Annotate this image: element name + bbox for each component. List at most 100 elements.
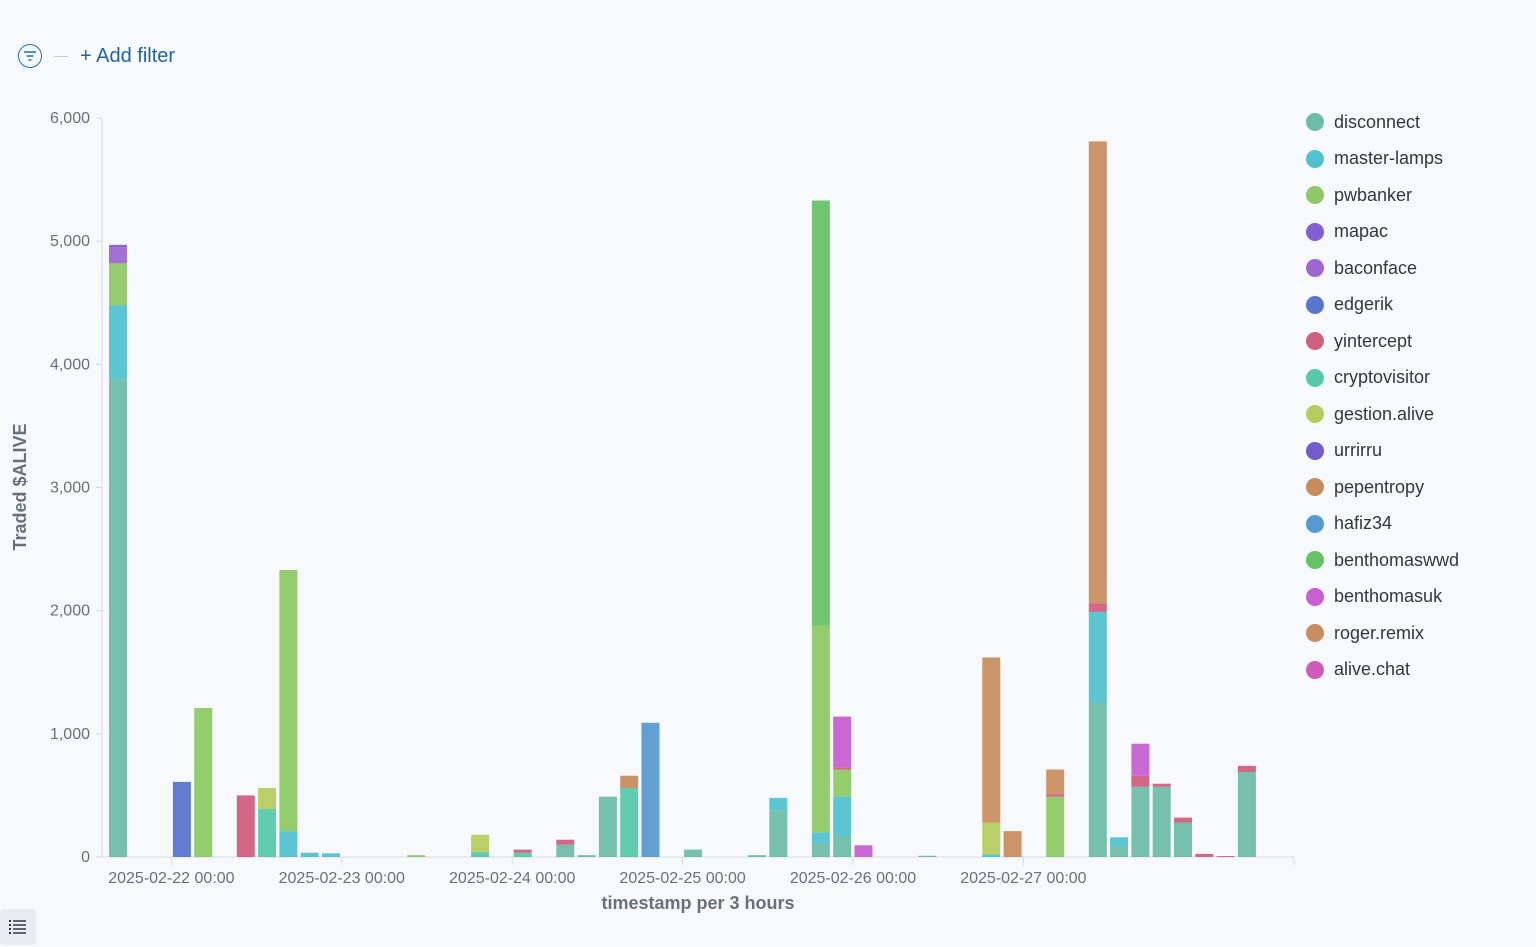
bar-segment-disconnect[interactable] xyxy=(1110,845,1129,857)
bar-segment-disconnect[interactable] xyxy=(769,810,788,857)
bar-segment-mapac[interactable] xyxy=(109,244,127,248)
bar-segment-pwbanker[interactable] xyxy=(279,570,298,832)
legend-swatch xyxy=(1306,405,1324,424)
legend-swatch xyxy=(1306,514,1324,533)
bar-segment-hafiz34[interactable] xyxy=(641,722,660,857)
bar-segment-edgerik[interactable] xyxy=(172,781,191,857)
bar-segment-cryptovisitor[interactable] xyxy=(620,788,639,857)
legend-label: disconnect xyxy=(1334,111,1421,132)
bar-segment-disconnect[interactable] xyxy=(1131,786,1150,857)
bar-segment-yintercept[interactable] xyxy=(1131,775,1150,787)
bar-segment-disconnect[interactable] xyxy=(1088,703,1107,857)
bar-segment-disconnect[interactable] xyxy=(684,849,703,857)
bar-segment-pwbanker[interactable] xyxy=(1046,796,1065,857)
bar-segment-yintercept[interactable] xyxy=(556,839,575,845)
bar-segment-disconnect[interactable] xyxy=(833,836,852,857)
bar-segment-pepentropy[interactable] xyxy=(620,775,639,789)
bar-segment-gestion.alive[interactable] xyxy=(471,834,490,853)
bar-segment-master-lamps[interactable] xyxy=(982,854,1001,857)
legend-label: yintercept xyxy=(1334,330,1413,351)
legend-item-disconnect[interactable]: disconnect xyxy=(1306,104,1459,141)
bar-segment-benthomasuk[interactable] xyxy=(854,845,873,857)
y-tick-label: 5,000 xyxy=(50,233,90,250)
add-filter-button[interactable]: + Add filter xyxy=(80,44,176,67)
legend-item-hafiz34[interactable]: hafiz34 xyxy=(1306,506,1459,543)
legend-item-mapac[interactable]: mapac xyxy=(1306,214,1459,251)
bar-segment-pwbanker[interactable] xyxy=(109,263,127,306)
bar-segment-pwbanker[interactable] xyxy=(833,769,852,797)
bar-segment-master-lamps[interactable] xyxy=(833,796,852,837)
bar-segment-master-lamps[interactable] xyxy=(811,832,830,844)
bar-segment-disconnect[interactable] xyxy=(1237,772,1256,857)
bar-segment-pwbanker[interactable] xyxy=(194,707,213,857)
bar-segment-pwbanker[interactable] xyxy=(811,625,830,833)
bar-segment-benthomasuk[interactable] xyxy=(1131,743,1150,776)
bar-segment-master-lamps[interactable] xyxy=(322,853,340,857)
bar-segment-master-lamps[interactable] xyxy=(300,852,319,857)
legend-item-roger.remix[interactable]: roger.remix xyxy=(1306,615,1459,652)
bar-segment-disconnect[interactable] xyxy=(748,855,766,857)
filter-icon[interactable] xyxy=(18,44,42,68)
legend-item-gestion.alive[interactable]: gestion.alive xyxy=(1306,396,1459,433)
bar-segment-pwbanker[interactable] xyxy=(407,855,426,857)
bar-segment-yintercept[interactable] xyxy=(1237,765,1256,773)
legend-item-pwbanker[interactable]: pwbanker xyxy=(1306,177,1459,214)
filter-separator xyxy=(54,55,68,57)
legend-swatch xyxy=(1306,149,1324,168)
bar-segment-disconnect[interactable] xyxy=(577,855,596,857)
bar-segment-benthomasuk[interactable] xyxy=(833,716,852,768)
bar-segment-disconnect[interactable] xyxy=(811,843,830,857)
legend-item-yintercept[interactable]: yintercept xyxy=(1306,323,1459,360)
legend: disconnect master-lamps pwbanker mapac bacon… xyxy=(1306,104,1459,688)
bar-segment-cryptovisitor[interactable] xyxy=(471,852,490,857)
bar-segment-roger.remix[interactable] xyxy=(1088,141,1107,604)
bar-segment-disconnect[interactable] xyxy=(1152,786,1171,857)
legend-item-edgerik[interactable]: edgerik xyxy=(1306,287,1459,324)
bar-segment-master-lamps[interactable] xyxy=(769,797,788,811)
bar-segment-baconface[interactable] xyxy=(109,247,127,264)
bar-segment-disconnect[interactable] xyxy=(556,844,575,857)
bar-segment-disconnect[interactable] xyxy=(918,855,937,857)
legend-item-urrirru[interactable]: urrirru xyxy=(1306,433,1459,470)
y-tick-label: 1,000 xyxy=(50,726,90,743)
bar-segment-cryptovisitor[interactable] xyxy=(513,852,532,857)
list-toggle-button[interactable] xyxy=(0,909,36,945)
bar-segment-master-lamps[interactable] xyxy=(1110,837,1129,846)
legend-label: hafiz34 xyxy=(1334,513,1393,534)
legend-item-alive.chat[interactable]: alive.chat xyxy=(1306,652,1459,689)
bar-segment-roger.remix[interactable] xyxy=(982,657,1001,823)
bar-segment-cryptovisitor[interactable] xyxy=(258,808,277,857)
legend-label: baconface xyxy=(1334,257,1418,278)
bar-segment-gestion.alive[interactable] xyxy=(258,788,277,809)
bar-segment-yintercept[interactable] xyxy=(1174,817,1192,823)
bar-segment-disconnect[interactable] xyxy=(109,379,127,857)
bar-segment-master-lamps[interactable] xyxy=(1088,611,1107,704)
bar-segment-gestion.alive[interactable] xyxy=(982,822,1001,855)
bar-segment-alive.chat[interactable] xyxy=(1216,856,1235,858)
legend-item-master-lamps[interactable]: master-lamps xyxy=(1306,141,1459,178)
legend-item-benthomasuk[interactable]: benthomasuk xyxy=(1306,579,1459,616)
legend-swatch xyxy=(1306,551,1324,570)
legend-swatch xyxy=(1306,259,1324,278)
bar-segment-disconnect[interactable] xyxy=(1174,822,1192,857)
legend-label: gestion.alive xyxy=(1334,403,1435,424)
bar-segment-master-lamps[interactable] xyxy=(279,831,298,857)
bar-segment-benthomaswwd[interactable] xyxy=(811,200,830,626)
legend-swatch xyxy=(1306,332,1324,351)
bar-segment-roger.remix[interactable] xyxy=(1003,831,1022,857)
legend-item-pepentropy[interactable]: pepentropy xyxy=(1306,469,1459,506)
legend-item-baconface[interactable]: baconface xyxy=(1306,250,1459,287)
bar-segment-yintercept[interactable] xyxy=(833,767,852,770)
legend-item-benthomaswwd[interactable]: benthomaswwd xyxy=(1306,542,1459,579)
bar-segment-disconnect[interactable] xyxy=(598,796,617,857)
bar-segment-master-lamps[interactable] xyxy=(109,305,127,380)
bar-segment-yintercept[interactable] xyxy=(513,849,532,853)
bar-segment-yintercept[interactable] xyxy=(236,795,255,857)
bar-segment-roger.remix[interactable] xyxy=(1046,769,1065,795)
y-tick-label: 0 xyxy=(81,849,90,866)
legend-item-cryptovisitor[interactable]: cryptovisitor xyxy=(1306,360,1459,397)
bar-segment-yintercept[interactable] xyxy=(1046,794,1065,797)
bar-segment-yintercept[interactable] xyxy=(1088,603,1107,612)
bar-segment-yintercept[interactable] xyxy=(1152,783,1171,787)
bar-segment-yintercept[interactable] xyxy=(1195,853,1214,857)
